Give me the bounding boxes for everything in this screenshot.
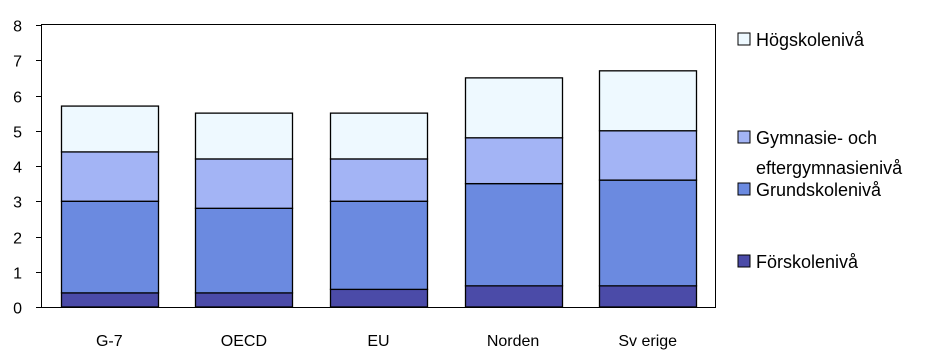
bar-segment xyxy=(329,158,429,202)
bar-segment xyxy=(464,285,564,308)
x-category-label: Sv erige xyxy=(618,333,677,350)
x-category-label: OECD xyxy=(221,333,267,350)
legend-swatch xyxy=(737,182,751,196)
x-category-label: EU xyxy=(367,333,389,350)
bar-segment xyxy=(60,292,160,308)
legend-label: Gymnasie- och xyxy=(756,128,877,148)
legend-label: Förskolenivå xyxy=(756,252,859,272)
legend: Högskolenivå Gymnasie- och eftergymnasieni… xyxy=(737,30,903,272)
bar-segment xyxy=(464,182,564,287)
y-tick-label: 5 xyxy=(13,125,22,142)
y-tick-label: 4 xyxy=(13,160,22,177)
x-category-label: G-7 xyxy=(96,333,123,350)
bar-segment xyxy=(598,130,698,181)
legend-swatch xyxy=(737,254,751,268)
y-tick-label: 6 xyxy=(13,90,22,107)
bar-segment xyxy=(329,288,429,308)
legend-label: Högskolenivå xyxy=(756,30,865,50)
legend-swatch xyxy=(737,32,751,46)
y-tick-label: 7 xyxy=(13,54,22,71)
bar-segment xyxy=(598,179,698,287)
legend-swatch xyxy=(737,130,751,144)
legend-label: Grundskolenivå xyxy=(756,180,882,200)
y-tick-label: 2 xyxy=(13,231,22,248)
bar-segment xyxy=(194,112,294,160)
bar-segment xyxy=(464,137,564,185)
bar-segment xyxy=(194,292,294,308)
bar-segment xyxy=(60,105,160,153)
x-category-label: Norden xyxy=(487,333,539,350)
y-tick-label: 0 xyxy=(13,301,22,318)
bar-segment xyxy=(329,112,429,160)
y-axis: 0 1 2 3 4 5 6 7 8 xyxy=(13,19,42,318)
y-tick-label: 3 xyxy=(13,195,22,212)
bar-segment xyxy=(329,200,429,291)
bar-segment xyxy=(194,158,294,209)
y-tick-label: 1 xyxy=(13,266,22,283)
y-tick-label: 8 xyxy=(13,19,22,36)
bar-segment xyxy=(598,285,698,308)
bar-segment xyxy=(60,151,160,202)
x-axis: G-7 OECD EU Norden Sv erige xyxy=(96,333,677,350)
bar-segment xyxy=(598,70,698,132)
legend-label: eftergymnasienivå xyxy=(756,158,903,178)
bar-segment xyxy=(194,207,294,294)
bar-segment xyxy=(464,77,564,139)
bar-segment xyxy=(60,200,160,294)
bars-group xyxy=(60,70,698,308)
